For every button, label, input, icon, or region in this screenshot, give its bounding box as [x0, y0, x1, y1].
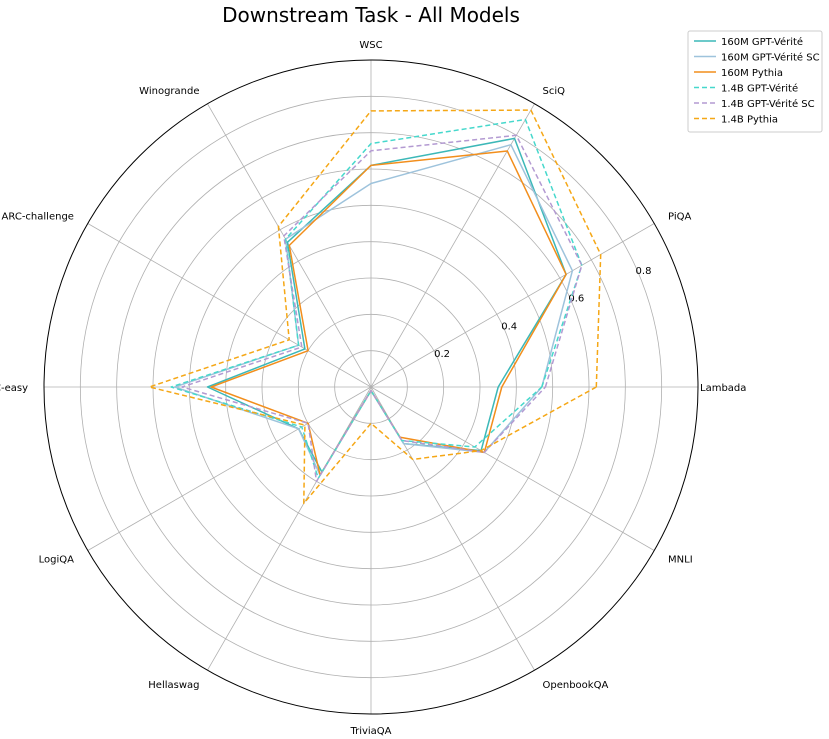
axis-label: OpenbookQA: [543, 680, 609, 691]
grid-spoke: [370, 386, 655, 551]
radial-tick-label: 0.8: [636, 266, 652, 277]
series-line-5: [181, 134, 583, 483]
radar-frame: [43, 59, 699, 715]
radial-tick-label: 0.4: [501, 321, 517, 332]
axis-label: Winogrande: [139, 86, 199, 97]
axis-label: Hellaswag: [148, 680, 199, 691]
legend-entry: 1.4B Pythia: [721, 115, 778, 126]
axis-label: TriviaQA: [349, 726, 391, 737]
axis-label: ARC-challenge: [2, 212, 74, 223]
radial-tick-label: 0.2: [434, 349, 450, 360]
grid-spoke: [207, 386, 372, 671]
axis-label: ARC-easy: [0, 383, 28, 394]
series-line-6: [148, 109, 602, 505]
radial-tick-label: 0.6: [568, 294, 584, 305]
legend-entry: 160M GPT-Vérité SC: [721, 52, 820, 64]
series-line-4: [170, 118, 583, 480]
grid-spoke: [370, 223, 655, 388]
series-line-2: [174, 143, 574, 476]
legend-box: [687, 30, 823, 133]
axis-label: Lambada: [700, 383, 746, 394]
axis-labels: Lambada PiQA SciQ WSC Winogrande ARC-challeng…: [0, 40, 746, 737]
series-lines: [148, 109, 602, 505]
grid-spoke: [87, 386, 372, 551]
axis-label: PiQA: [668, 212, 691, 223]
axis-label: MNLI: [668, 555, 693, 566]
legend-entry: 160M Pythia: [721, 68, 783, 79]
axis-label: SciQ: [543, 86, 566, 97]
grid-spoke: [87, 223, 372, 388]
legend-entry: 1.4B GPT-Vérité SC: [721, 98, 815, 110]
radar-grid: [43, 59, 699, 715]
legend-entry: 1.4B GPT-Vérité: [721, 83, 798, 95]
chart-title: Downstream Task - All Models: [222, 3, 520, 27]
series-line-3: [210, 150, 567, 476]
axis-label: WSC: [359, 40, 382, 51]
legend: 160M GPT-Vérité 160M GPT-Vérité SC 160M Py…: [687, 30, 823, 133]
legend-entry: 160M GPT-Vérité: [721, 36, 803, 48]
radial-ticks: 0.2 0.4 0.6 0.8: [434, 266, 651, 360]
axis-label: LogiQA: [39, 555, 75, 566]
